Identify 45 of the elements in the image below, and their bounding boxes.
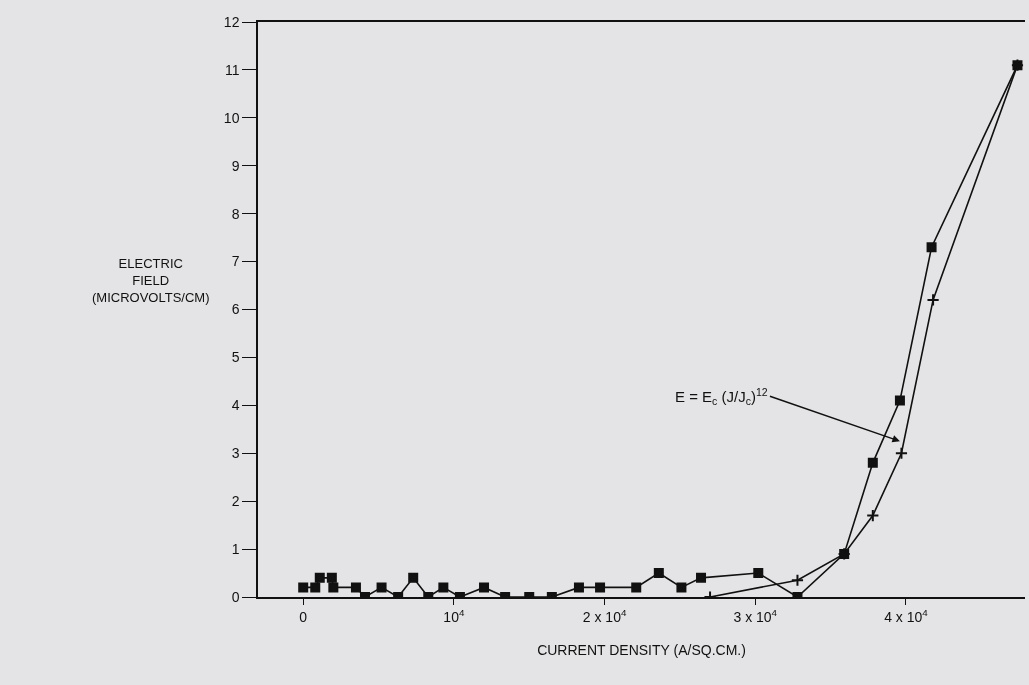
y-tick-label: 4 xyxy=(231,397,240,414)
point xyxy=(350,582,361,593)
point xyxy=(894,446,909,460)
y-tick-label: 6 xyxy=(231,301,240,318)
point xyxy=(310,582,321,593)
x-tick-label: 10$^{4}$ xyxy=(443,606,465,625)
point xyxy=(314,572,325,583)
y-tick-label: 12 xyxy=(223,13,240,30)
point xyxy=(894,395,905,406)
y-tick-label: 0 xyxy=(231,588,240,605)
point xyxy=(867,457,878,468)
point xyxy=(676,582,687,593)
x-tick-label: 4 x 10$^{4}$ xyxy=(884,606,929,625)
point xyxy=(573,582,584,593)
point xyxy=(631,582,642,593)
point xyxy=(328,582,339,593)
annotation: E = E$_{c}$ (J/J$_{c}$)$^{12}$ xyxy=(675,386,768,408)
point xyxy=(753,568,764,579)
y-tick-label: 7 xyxy=(231,253,240,270)
point xyxy=(653,568,664,579)
point xyxy=(408,572,419,583)
point xyxy=(790,573,805,587)
y-axis-title: ELECTRIC FIELD (MICROVOLTS/CM) xyxy=(92,256,210,305)
y-tick-label: 1 xyxy=(231,540,240,557)
y-tick-label: 3 xyxy=(231,445,240,462)
x-axis-title: CURRENT DENSITY (A/SQ.CM.) xyxy=(537,642,746,659)
x-tick-label: 3 x 10$^{4}$ xyxy=(733,606,778,625)
point xyxy=(438,582,449,593)
point xyxy=(326,572,337,583)
point xyxy=(926,242,937,253)
point xyxy=(298,582,309,593)
x-tick-label: 0 xyxy=(299,608,308,625)
point xyxy=(595,582,606,593)
point xyxy=(926,293,940,307)
point xyxy=(696,572,707,583)
point xyxy=(479,582,490,593)
y-tick-label: 8 xyxy=(231,205,240,222)
y-tick-label: 5 xyxy=(231,349,240,366)
y-tick-label: 9 xyxy=(231,157,240,174)
y-tick-label: 2 xyxy=(231,493,240,510)
point xyxy=(376,582,387,593)
point xyxy=(866,508,880,523)
y-tick-label: 10 xyxy=(223,109,240,126)
x-tick-label: 2 x 10$^{4}$ xyxy=(582,606,627,625)
y-tick-label: 11 xyxy=(224,61,240,78)
